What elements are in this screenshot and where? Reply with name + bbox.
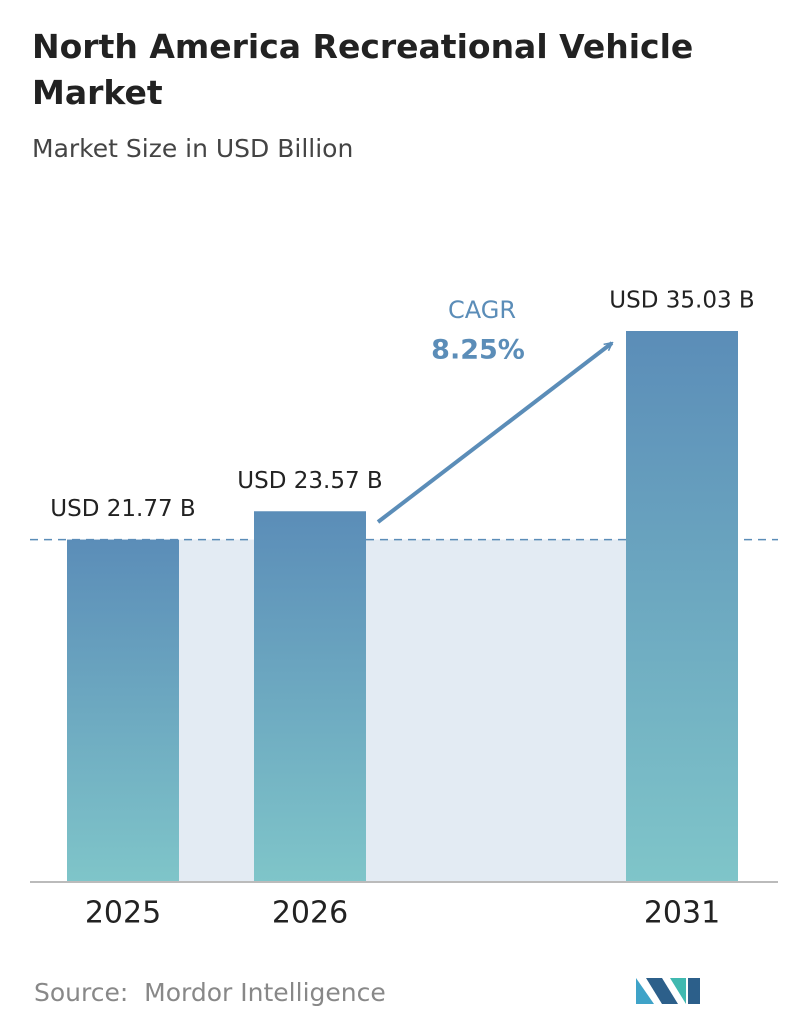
x-tick-label: 2025	[85, 896, 161, 931]
cagr-value: 8.25%	[431, 335, 525, 366]
x-tick-label: 2026	[272, 896, 348, 931]
source: Source: Mordor Intelligence	[34, 978, 386, 1007]
chart-title: North America Recreational Vehicle Marke…	[32, 27, 694, 112]
logo	[636, 978, 700, 1004]
x-tick-label: 2031	[644, 896, 720, 931]
cagr-label: CAGR	[448, 296, 516, 324]
value-label: USD 23.57 B	[237, 468, 382, 494]
cagr-arrow	[376, 341, 612, 524]
value-label: USD 21.77 B	[50, 496, 195, 522]
bar	[626, 331, 738, 882]
chart-subtitle: Market Size in USD Billion	[32, 134, 354, 163]
value-label: USD 35.03 B	[609, 288, 754, 314]
bar	[254, 511, 366, 882]
bar	[67, 539, 179, 882]
